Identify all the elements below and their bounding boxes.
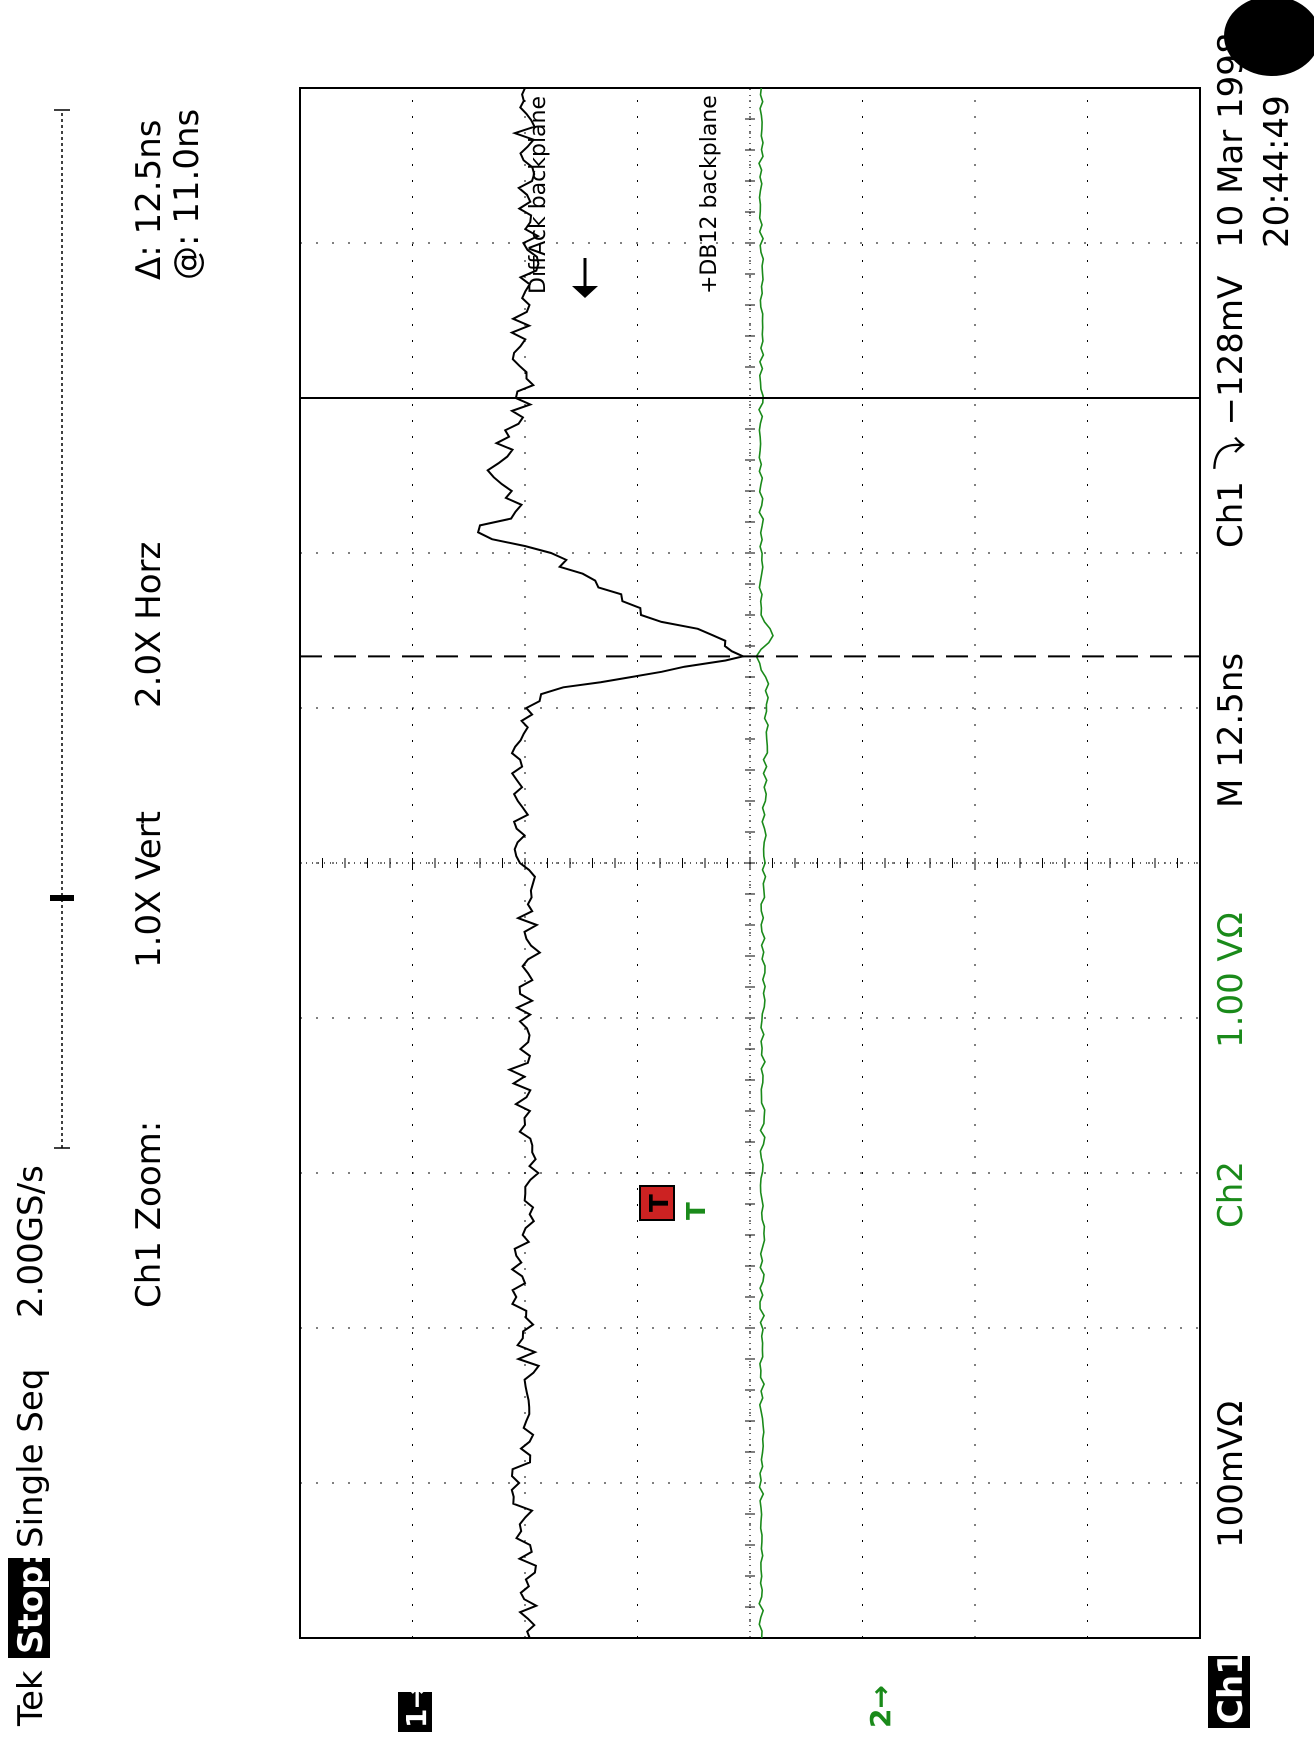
- svg-text:T: T: [645, 1194, 675, 1212]
- footer-ch1-bg: [1208, 1656, 1250, 1728]
- ch1-marker-bg: [398, 1692, 432, 1732]
- ch1-marker: 1→: [400, 1685, 433, 1728]
- record-position-bar: [50, 109, 74, 1149]
- header-state-bg: [8, 1558, 50, 1658]
- series-label-ch2: +DB12 backplane: [697, 95, 722, 294]
- footer-timebase: M 12.5ns: [1211, 653, 1251, 808]
- zoom-horz: 2.0X Horz: [129, 542, 169, 708]
- traces: [476, 87, 774, 1639]
- header-state: Stop:: [11, 1552, 51, 1654]
- footer-time: 20:44:49: [1257, 95, 1297, 248]
- footer-ch1-scale: 100mVΩ: [1211, 1401, 1251, 1548]
- zoom-vert: 1.0X Vert: [129, 811, 169, 968]
- ch2-marker: 2→: [864, 1685, 897, 1728]
- footer-ch2-scale: 1.00 VΩ: [1211, 912, 1251, 1048]
- header-brand: Tek: [11, 1670, 51, 1727]
- trace-ch2: [755, 87, 774, 1639]
- header-sample-rate: 2.00GS/s: [11, 1165, 51, 1318]
- trace-ch1: [476, 87, 747, 1639]
- header-mode: Single Seq: [11, 1369, 51, 1548]
- trigger-level-arrow: [572, 258, 598, 298]
- cursors: [300, 397, 1200, 658]
- trigger-point-marker: T T: [639, 1185, 712, 1221]
- trigger-point-marker-ch2: T: [682, 1202, 712, 1220]
- graticule: [299, 87, 1201, 1639]
- footer-ch2-label: Ch2: [1211, 1161, 1251, 1228]
- logo-mark: [1224, 0, 1314, 76]
- zoom-label: Ch1 Zoom:: [129, 1121, 169, 1308]
- cursor-at: @: 11.0ns: [167, 109, 207, 280]
- series-label-ch1: DiffAck backplane: [526, 96, 551, 294]
- footer-trigger: Ch1 ⤵ −128mV: [1211, 276, 1251, 548]
- cursor-delta: Δ: 12.5ns: [129, 120, 169, 281]
- footer-ch1-label: Ch1: [1211, 1651, 1251, 1724]
